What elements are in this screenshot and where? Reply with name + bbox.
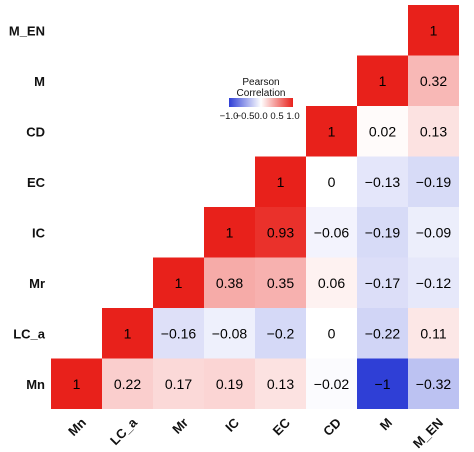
heatmap-cell-Mn-Mn	[51, 358, 102, 409]
cell-value-EC-IC: 0.93	[267, 224, 294, 240]
heatmap-cell-M-EC	[357, 156, 408, 207]
heatmap-cell-CD-EC	[306, 156, 357, 207]
cell-value-M_EN-LC_a: 0.11	[420, 325, 446, 341]
heatmap-cell-LC_a-LC_a	[102, 308, 153, 359]
cell-value-CD-IC: −0.06	[314, 224, 350, 240]
legend-tick-label: −1.0	[220, 111, 239, 122]
y-label-CD: CD	[26, 124, 45, 139]
cell-value-M_EN-EC: −0.19	[416, 174, 452, 190]
y-label-M_EN: M_EN	[9, 23, 45, 38]
heatmap-cell-CD-IC	[306, 207, 357, 258]
heatmap-cell-M_EN-CD	[408, 106, 459, 157]
cell-value-M_EN-IC: −0.09	[416, 224, 452, 240]
cell-value-M-LC_a: −0.22	[365, 325, 401, 341]
heatmap-cell-LC_a-Mn	[102, 358, 153, 409]
cell-value-Mr-Mn: 0.17	[165, 376, 192, 392]
heatmap-cell-IC-IC	[204, 207, 255, 258]
cell-value-M_EN-M_EN: 1	[430, 22, 438, 38]
cell-value-LC_a-LC_a: 1	[124, 325, 132, 341]
legend-title-line2: Correlation	[237, 88, 286, 99]
heatmap-cell-IC-Mr	[204, 257, 255, 308]
heatmap-cell-M-IC	[357, 207, 408, 258]
cell-value-M-IC: −0.19	[365, 224, 401, 240]
heatmap-cell-CD-Mn	[306, 358, 357, 409]
heatmap-cell-M-LC_a	[357, 308, 408, 359]
cell-value-M-CD: 0.02	[369, 123, 396, 139]
heatmap-cell-Mr-Mr	[153, 257, 204, 308]
cell-value-M-EC: −0.13	[365, 174, 401, 190]
heatmap-cell-EC-EC	[255, 156, 306, 207]
y-label-Mr: Mr	[29, 276, 45, 291]
heatmap-cell-CD-Mr	[306, 257, 357, 308]
y-label-IC: IC	[32, 225, 46, 240]
heatmap-cell-CD-CD	[306, 106, 357, 157]
cell-value-M_EN-Mr: −0.12	[416, 275, 452, 291]
heatmap-cell-EC-IC	[255, 207, 306, 258]
y-label-Mn: Mn	[26, 377, 45, 392]
heatmap-cell-M-M	[357, 55, 408, 106]
heatmap-cell-EC-Mn	[255, 358, 306, 409]
cell-value-Mn-Mn: 1	[73, 376, 81, 392]
heatmap-cell-M_EN-M_EN	[408, 5, 459, 56]
cell-value-CD-Mr: 0.06	[318, 275, 345, 291]
heatmap-cell-M_EN-M	[408, 55, 459, 106]
cell-value-M_EN-M: 0.32	[420, 73, 447, 89]
cell-value-M_EN-Mn: −0.32	[416, 376, 452, 392]
y-axis-labels: M_EN M CD EC IC Mr LC_a Mn	[9, 23, 46, 392]
heatmap-cell-M-Mn	[357, 358, 408, 409]
cell-value-M_EN-CD: 0.13	[420, 123, 447, 139]
cell-value-CD-LC_a: 0	[328, 325, 336, 341]
heatmap-cell-M-Mr	[357, 257, 408, 308]
heatmap-cell-CD-LC_a	[306, 308, 357, 359]
legend-title-line1: Pearson	[242, 77, 279, 88]
cell-value-CD-CD: 1	[328, 123, 336, 139]
heatmap-cell-M-CD	[357, 106, 408, 157]
legend-tick-label: 0.0	[254, 111, 267, 122]
legend-tick-label: −0.5	[236, 111, 255, 122]
cell-value-IC-IC: 1	[226, 224, 234, 240]
heatmap-cell-EC-Mr	[255, 257, 306, 308]
heatmap-cell-M_EN-EC	[408, 156, 459, 207]
y-label-LC_a: LC_a	[13, 326, 46, 341]
heatmap-cell-M_EN-LC_a	[408, 308, 459, 359]
heatmap-cell-M_EN-Mr	[408, 257, 459, 308]
y-label-M: M	[34, 74, 45, 89]
heatmap-cell-IC-LC_a	[204, 308, 255, 359]
cell-value-EC-Mn: 0.13	[267, 376, 294, 392]
color-legend: Pearson Correlation −1.0−0.5 0.0 0.5 1.0	[220, 77, 300, 122]
legend-ticks: −1.0−0.5 0.0 0.5 1.0	[220, 111, 300, 122]
cell-value-EC-EC: 1	[277, 174, 285, 190]
cell-value-CD-EC: 0	[328, 174, 336, 190]
cell-value-LC_a-Mn: 0.22	[114, 376, 141, 392]
heatmap-cell-Mr-LC_a	[153, 308, 204, 359]
cell-value-EC-Mr: 0.35	[267, 275, 294, 291]
cell-value-M-Mr: −0.17	[365, 275, 401, 291]
cell-value-IC-Mn: 0.19	[216, 376, 243, 392]
cell-value-IC-Mr: 0.38	[216, 275, 243, 291]
legend-tick-label: 0.5	[270, 111, 283, 122]
heatmap-cells	[51, 5, 459, 409]
heatmap-cell-M_EN-IC	[408, 207, 459, 258]
cell-value-CD-Mn: −0.02	[314, 376, 350, 392]
cell-value-Mr-Mr: 1	[175, 275, 183, 291]
heatmap-cell-EC-LC_a	[255, 308, 306, 359]
legend-color-bar	[229, 98, 293, 107]
y-label-EC: EC	[27, 175, 46, 190]
heatmap-cell-M_EN-Mn	[408, 358, 459, 409]
cell-value-IC-LC_a: −0.08	[212, 325, 248, 341]
cell-value-Mr-LC_a: −0.16	[161, 325, 197, 341]
cell-value-M-Mn: −1	[375, 376, 391, 392]
heatmap-cell-Mr-Mn	[153, 358, 204, 409]
cell-value-EC-LC_a: −0.2	[267, 325, 295, 341]
heatmap-cell-IC-Mn	[204, 358, 255, 409]
legend-tick-label: 1.0	[286, 111, 299, 122]
heatmap-cell-labels: 1 0.22 0.17 0.19 0.13 −0.02 −1 −0.32 1 −0.16 −0.08…	[73, 22, 452, 392]
cell-value-M-M: 1	[379, 73, 387, 89]
